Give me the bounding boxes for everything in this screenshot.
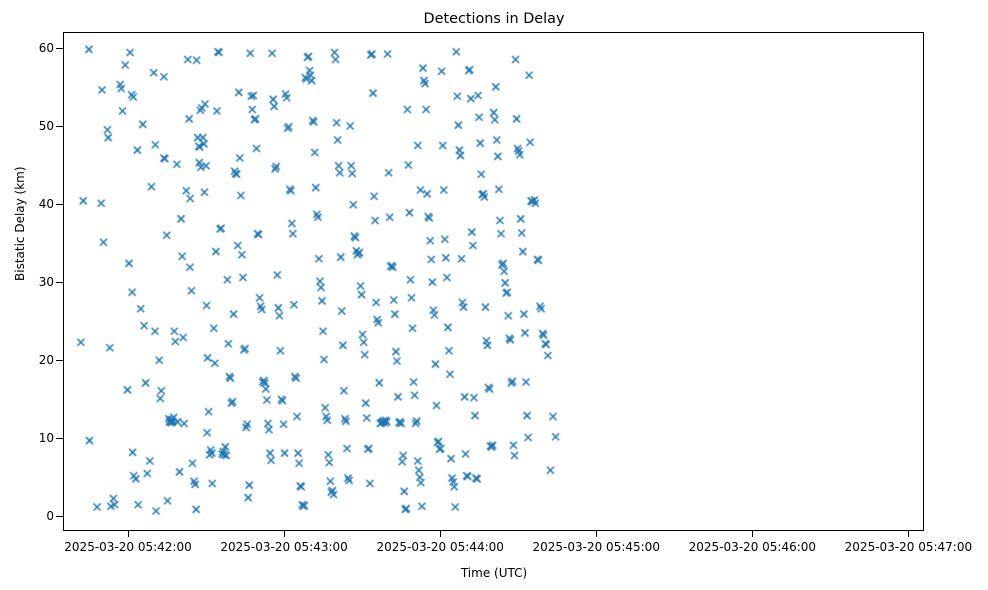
x-tick-label: 2025-03-20 05:45:00 [532,540,660,554]
y-tick-label: 30 [38,274,54,289]
y-tick-mark [55,47,63,49]
x-tick-label: 2025-03-20 05:44:00 [376,540,504,554]
y-tick-label: 60 [38,40,54,55]
plot-area [63,32,924,531]
scatter-canvas [64,33,923,530]
x-tick-mark [440,530,442,537]
x-tick-mark [128,530,130,537]
y-tick-mark [55,203,63,205]
y-tick-mark [55,516,63,518]
y-tick-label: 20 [38,352,54,367]
page-title: Detections in Delay [423,11,565,27]
y-tick-label: 50 [38,118,54,133]
x-tick-label: 2025-03-20 05:43:00 [220,540,348,554]
x-tick-label: 2025-03-20 05:42:00 [64,540,192,554]
y-tick-label: 0 [46,509,54,524]
y-tick-label: 40 [38,196,54,211]
x-tick-mark [284,530,286,537]
y-tick-mark [55,281,63,283]
x-tick-mark [908,530,910,537]
x-tick-mark [752,530,754,537]
y-axis-title: Bistatic Delay (km) [13,166,27,281]
y-tick-mark [55,359,63,361]
y-tick-mark [55,125,63,127]
x-tick-label: 2025-03-20 05:46:00 [688,540,817,554]
x-axis-title: Time (UTC) [460,566,528,580]
y-tick-mark [55,438,63,440]
x-tick-label: 2025-03-20 05:47:00 [844,540,973,554]
x-tick-mark [596,530,598,537]
y-tick-label: 10 [38,431,54,446]
y-axis-tick-labels: 0 10 20 30 40 50 60 [0,0,54,590]
